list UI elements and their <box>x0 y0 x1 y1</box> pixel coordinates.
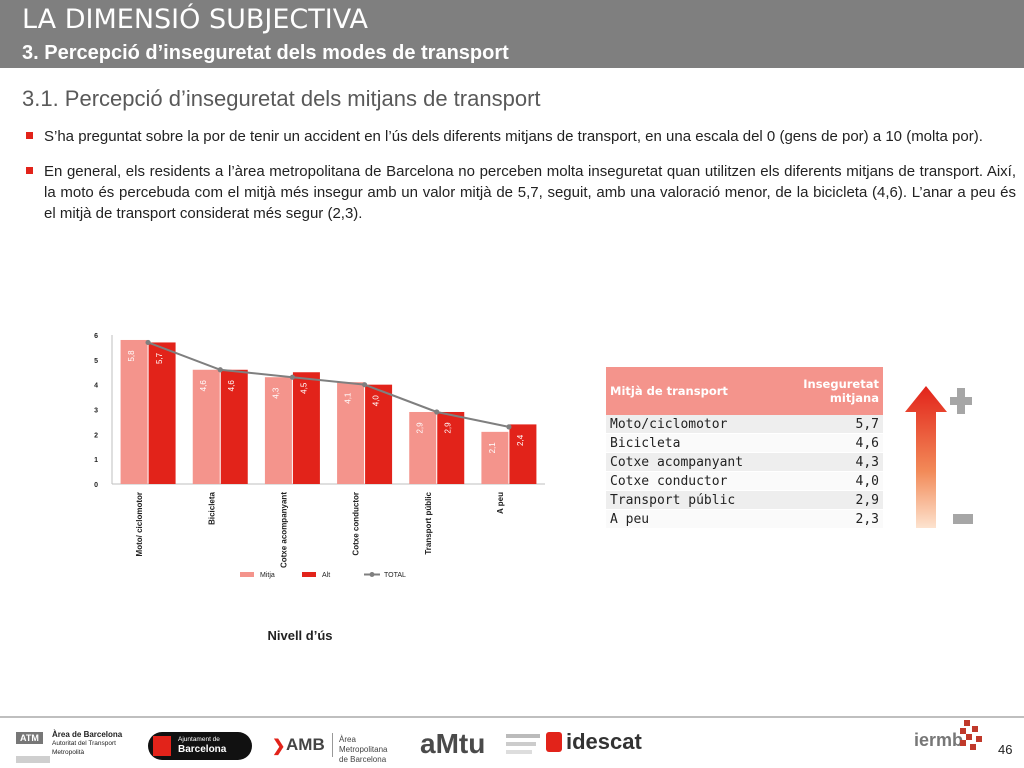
table-row: A peu 2,3 <box>606 509 883 529</box>
x-tick-label: Cotxe conductor <box>352 492 361 556</box>
legend-swatch-mitja <box>240 572 254 577</box>
table-cell-value: 4,6 <box>771 433 883 453</box>
page-subtitle: 3. Percepció d’inseguretat dels modes de… <box>22 42 509 64</box>
bar-mitja <box>120 339 148 484</box>
header-bar: LA DIMENSIÓ SUBJECTIVA 3. Percepció d’in… <box>0 0 1024 68</box>
line-point <box>506 424 512 430</box>
x-tick-label: Moto/ ciclomotor <box>135 492 144 556</box>
table-cell-value: 2,3 <box>771 509 883 529</box>
bar-mitja <box>192 369 220 484</box>
bar-alt <box>437 411 465 484</box>
minus-icon <box>953 514 973 524</box>
bar-data-label: 5,8 <box>127 350 136 362</box>
bar-alt <box>365 384 393 484</box>
table-row: Moto/ciclomotor 5,7 <box>606 415 883 434</box>
bullet-square-icon <box>26 167 33 174</box>
bullet-text: En general, els residents a l’àrea metro… <box>44 163 1016 222</box>
bar-mitja <box>337 382 365 484</box>
idescat-mark-icon <box>546 732 562 752</box>
arrow-up-icon <box>905 386 947 528</box>
bullet-item: En general, els residents a l’àrea metro… <box>26 161 1016 224</box>
bar-alt <box>509 424 537 484</box>
bullet-square-icon <box>26 132 33 139</box>
bar-alt <box>292 372 320 484</box>
table-header-value: Inseguretat mitjana <box>771 367 883 415</box>
x-tick-label: A peu <box>496 492 505 514</box>
legend-label-total: TOTAL <box>384 572 406 579</box>
bar-data-label: 2,4 <box>516 434 525 446</box>
legend-label-mitja: Mitja <box>260 572 275 579</box>
table-cell-mode: Cotxe conductor <box>606 471 771 491</box>
table-header-mode: Mitjà de transport <box>606 367 771 415</box>
bar-mitja <box>481 431 509 484</box>
bar-data-label: 2,9 <box>444 422 453 434</box>
iermb-pixel-icon <box>960 720 982 750</box>
table-cell-mode: Transport públic <box>606 490 771 510</box>
bar-data-label: 4,6 <box>199 380 208 392</box>
y-tick-label: 6 <box>94 333 98 340</box>
table-row: Cotxe conductor 4,0 <box>606 471 883 491</box>
bar-alt <box>220 369 248 484</box>
table-header-row: Mitjà de transport Inseguretat mitjana <box>606 367 883 415</box>
bar-data-label: 2,1 <box>488 442 497 454</box>
page-title: LA DIMENSIÓ SUBJECTIVA <box>22 4 368 35</box>
y-tick-label: 0 <box>94 482 98 489</box>
x-tick-label: Bicicleta <box>207 491 216 524</box>
bar-data-label: 4,6 <box>227 380 236 392</box>
table-cell-mode: Cotxe acompanyant <box>606 452 771 472</box>
y-tick-label: 4 <box>94 383 98 390</box>
x-tick-label: Cotxe acompanyant <box>279 492 288 568</box>
table-cell-value: 4,3 <box>771 452 883 472</box>
bar-data-label: 4,1 <box>344 392 353 404</box>
bar-mitja <box>264 377 292 484</box>
y-tick-label: 3 <box>94 408 98 415</box>
legend-swatch-total-point <box>369 572 375 577</box>
line-point <box>361 382 368 388</box>
bar-data-label: 4,5 <box>299 382 308 394</box>
barcelona-shield-icon <box>153 736 171 756</box>
bar-mitja <box>409 411 437 484</box>
bar-alt <box>148 342 176 484</box>
bar-data-label: 2,9 <box>416 422 425 434</box>
y-tick-label: 2 <box>94 432 98 439</box>
line-point <box>217 367 223 373</box>
page-number: 46 <box>998 742 1013 757</box>
line-point <box>289 374 296 380</box>
table-cell-value: 4,0 <box>771 471 883 491</box>
bullet-item: S’ha preguntat sobre la por de tenir un … <box>26 126 1016 147</box>
y-tick-label: 5 <box>94 358 98 365</box>
line-point <box>145 339 151 346</box>
section-title: 3.1. Percepció d’inseguretat dels mitjan… <box>22 86 541 111</box>
table-cell-mode: Moto/ciclomotor <box>606 415 771 434</box>
table-cell-mode: A peu <box>606 509 771 529</box>
x-tick-label: Transport públic <box>424 491 433 554</box>
bar-data-label: 4,0 <box>372 395 381 407</box>
legend-label-alt: Alt <box>322 572 330 579</box>
plus-icon <box>950 388 972 414</box>
bullet-text: S’ha preguntat sobre la por de tenir un … <box>44 128 983 145</box>
table-row: Bicicleta 4,6 <box>606 433 883 453</box>
table-row: Cotxe acompanyant 4,3 <box>606 452 883 472</box>
bar-data-label: 5,7 <box>155 352 164 364</box>
table-cell-value: 5,7 <box>771 415 883 434</box>
bar-data-label: 4,3 <box>271 387 280 399</box>
bar-line-chart: 0 1 2 3 4 5 6 5,8 5,7 Moto/ ciclomotor 4,6 4,6 Bicic… <box>94 333 545 579</box>
legend-swatch-alt <box>302 572 316 577</box>
line-point <box>434 409 440 415</box>
ajuntament-barcelona-logo: Ajuntament de Barcelona <box>148 732 252 760</box>
y-tick-label: 1 <box>94 457 98 464</box>
insecurity-table: Mitjà de transport Inseguretat mitjana M… <box>606 367 883 529</box>
table-row: Transport públic 2,9 <box>606 490 883 510</box>
chart-x-axis-title: Nivell d’ús <box>267 628 333 643</box>
series-line-total <box>147 341 510 428</box>
footer-divider <box>0 716 1024 718</box>
table-cell-value: 2,9 <box>771 490 883 510</box>
bullet-list: S’ha preguntat sobre la por de tenir un … <box>26 126 1016 238</box>
table-cell-mode: Bicicleta <box>606 433 771 453</box>
